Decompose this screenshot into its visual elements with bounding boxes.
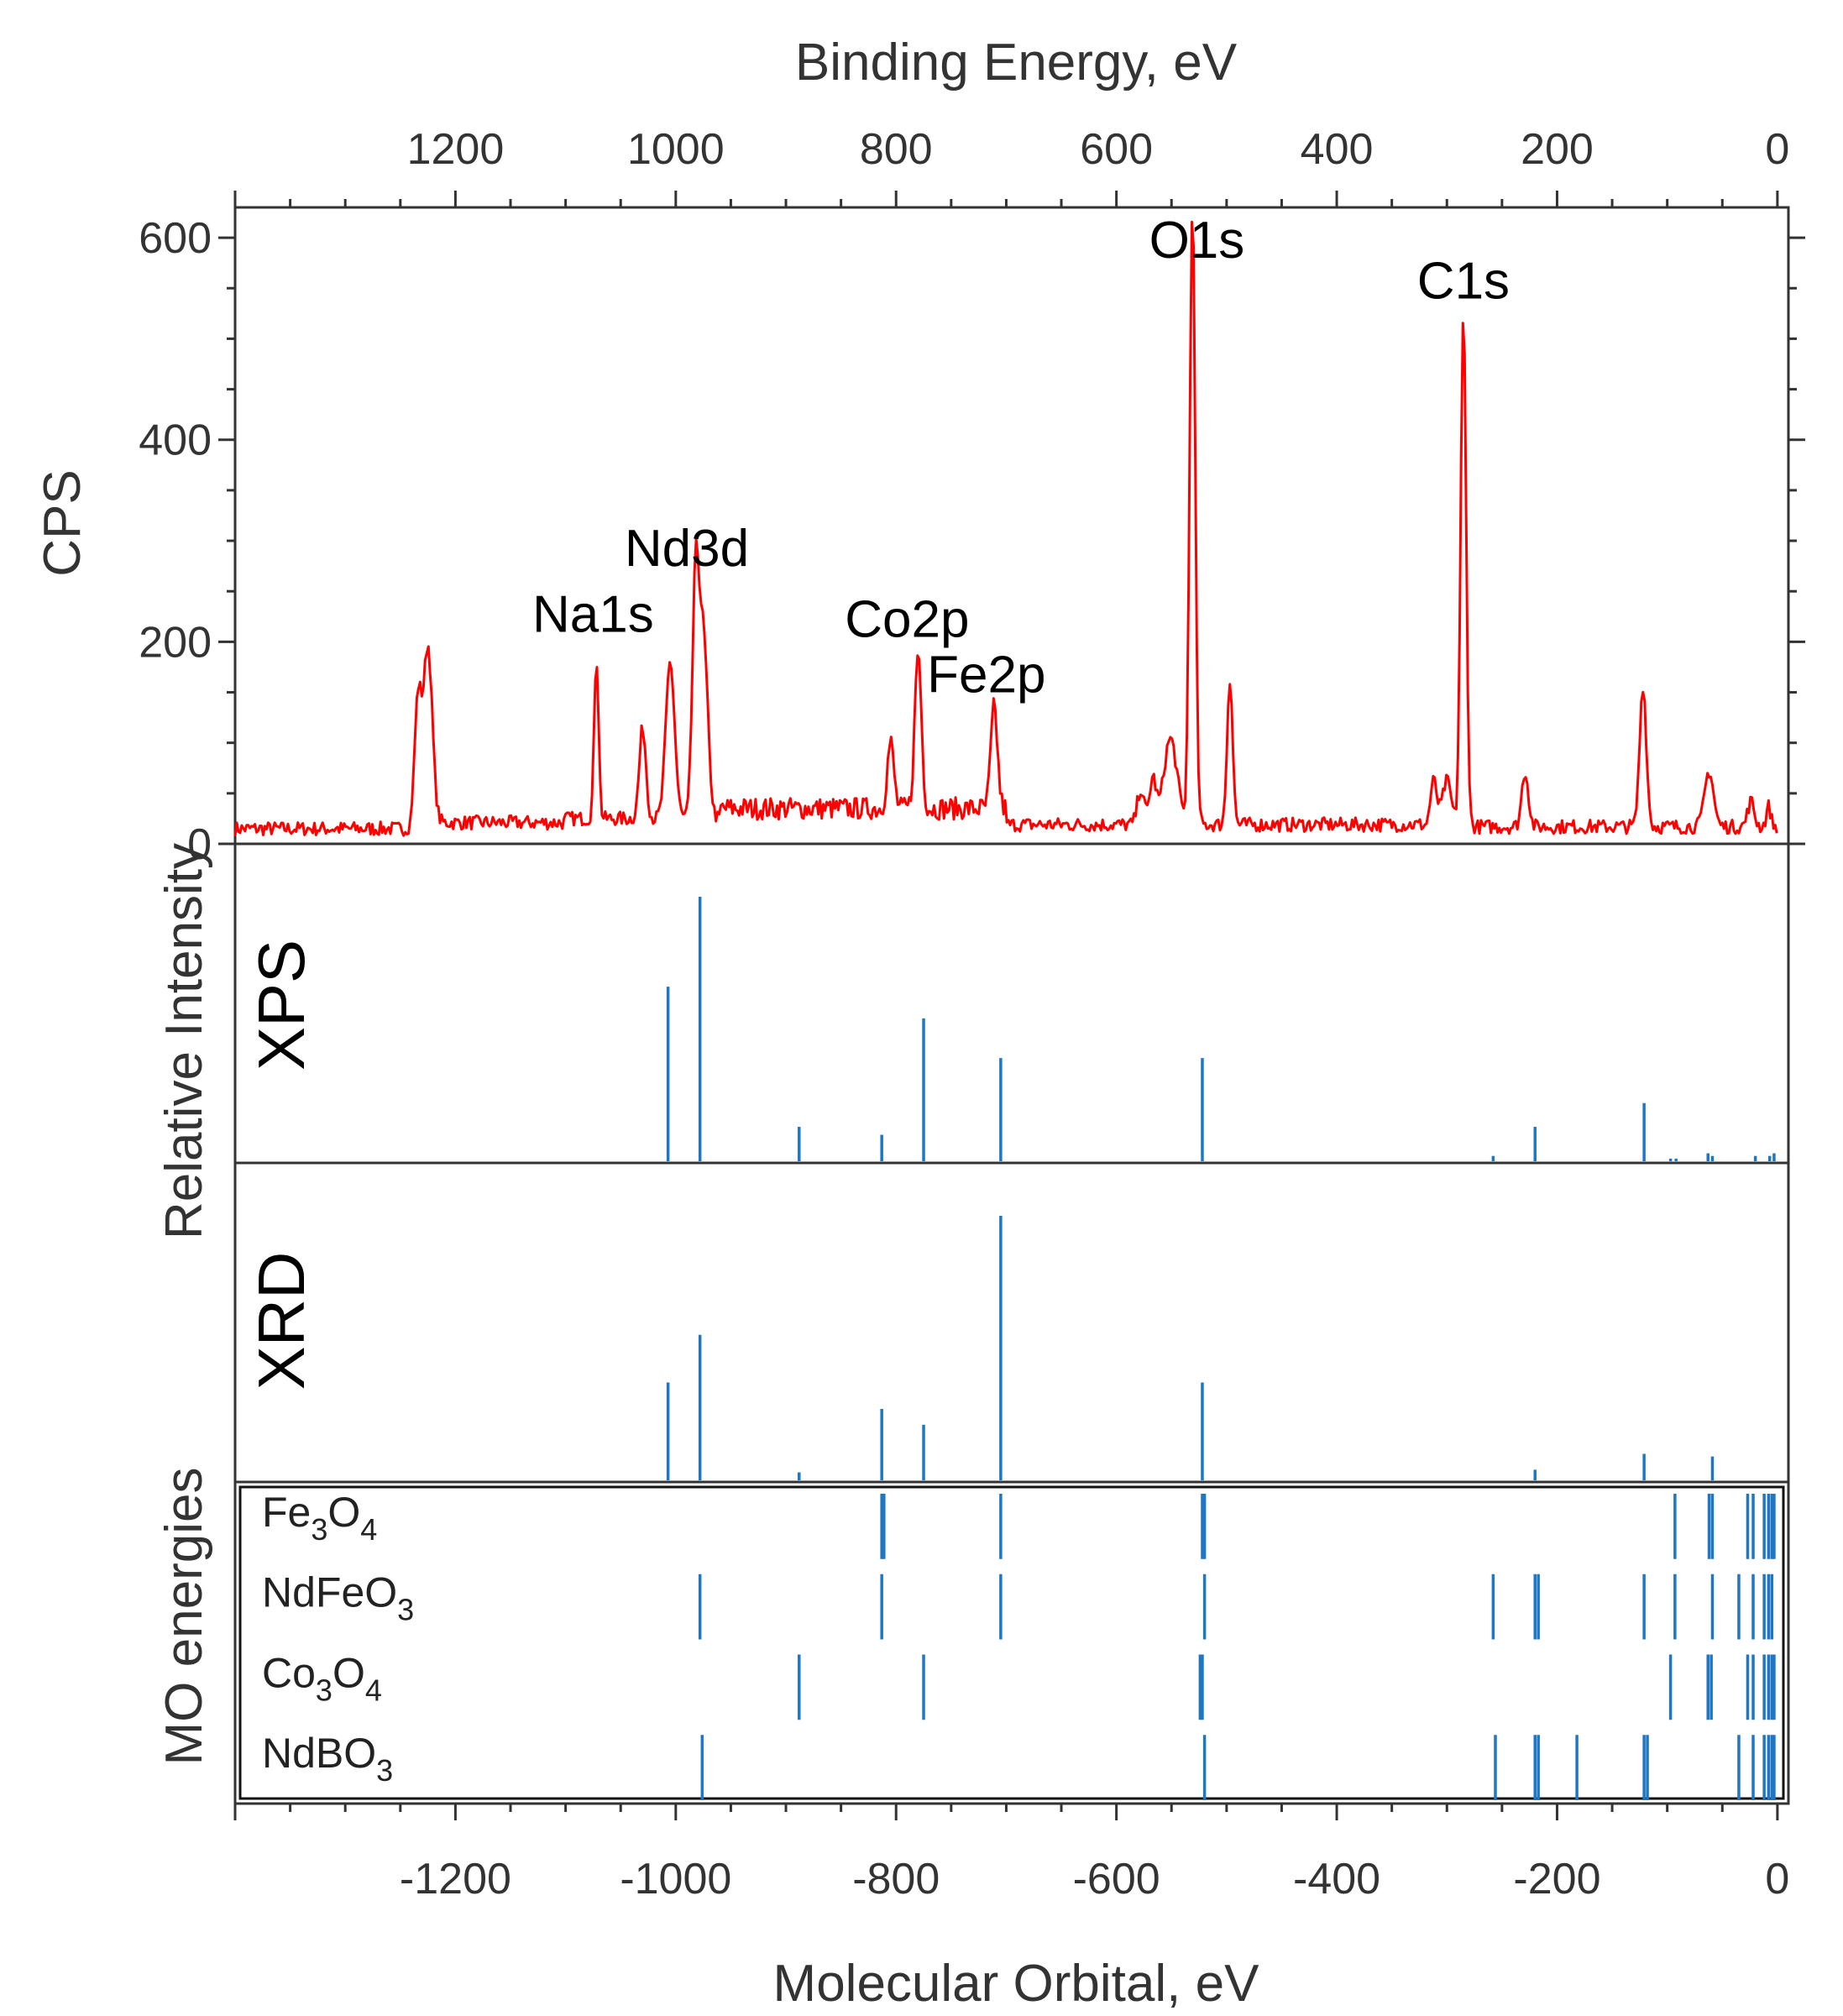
xrd-stick-panel [235,1163,1788,1482]
mo-energies-title: MO energies [155,1468,213,1766]
panel-frame [235,1163,1788,1482]
top-axis: 1200 1000 800 600 400 200 0 [235,125,1789,207]
mo-inner-frame [240,1487,1783,1799]
peak-label-o1s: O1s [1149,212,1245,270]
mo-label-subscript: 3 [316,1673,332,1707]
peak-label-nd3d: Nd3d [625,520,749,578]
bottom-axis: -1200 -1000 -800 -600 -400 -200 0 [235,1804,1789,1903]
top-tick-label: 200 [1521,125,1594,174]
xps-stick-panel [235,844,1788,1163]
panel-frame [235,844,1788,1163]
bottom-tick-label: -400 [1293,1855,1380,1903]
cps-tick-label: 200 [139,618,212,667]
cps-tick-label: 400 [139,416,212,465]
mo-label-text: O [332,1649,365,1696]
bottom-tick-label: -200 [1513,1855,1600,1903]
bottom-tick-label: -1200 [400,1855,511,1903]
mo-label-text: Fe [262,1489,311,1536]
top-tick-label: 400 [1301,125,1374,174]
bottom-tick-label: -1000 [620,1855,731,1903]
survey-spectrum-line [235,222,1777,835]
mo-label-subscript: 3 [311,1512,327,1547]
mo-label-text: Co [262,1649,316,1696]
mo-label-subscript: 4 [360,1512,377,1547]
mo-label-text: NdFeO [262,1569,397,1616]
mo-label-subscript: 4 [365,1673,382,1707]
top-tick-label: 1200 [407,125,505,174]
mo-label-subscript: 3 [397,1593,414,1627]
panel-frame [235,1482,1788,1804]
bottom-tick-label: 0 [1765,1855,1789,1903]
xrd-panel-label: XRD [244,1252,318,1390]
top-tick-label: 1000 [627,125,725,174]
mo-label-subscript: 3 [376,1753,393,1788]
panel-frame [235,207,1788,844]
bottom-tick-label: -800 [852,1855,940,1903]
peak-label-na1s: Na1s [532,585,654,643]
xps-panel-label: XPS [244,940,318,1071]
mo-row-label: NdFeO3 [262,1569,414,1627]
relative-intensity-title: Relative Intensity [155,843,213,1239]
top-axis-title: Binding Energy, eV [795,34,1238,92]
top-tick-label: 0 [1765,125,1789,174]
top-tick-label: 800 [860,125,933,174]
axis-titles: Binding Energy, eV Molecular Orbital, eV… [34,34,1259,2013]
peak-label-co2p: Co2p [845,590,969,648]
mo-row-label: Fe3O4 [262,1489,377,1547]
bottom-axis-title: Molecular Orbital, eV [773,1955,1260,2013]
mo-row-label: NdBO3 [262,1730,393,1788]
mo-label-text: NdBO [262,1730,376,1777]
top-tick-label: 600 [1080,125,1153,174]
peak-label-c1s: C1s [1417,252,1510,310]
bottom-tick-label: -600 [1073,1855,1160,1903]
mo-label-text: O [327,1489,360,1536]
cps-tick-label: 600 [139,214,212,263]
cps-axis-title: CPS [34,469,92,576]
mo-row-label: Co3O4 [262,1649,382,1707]
peak-label-fe2p: Fe2p [927,647,1045,704]
